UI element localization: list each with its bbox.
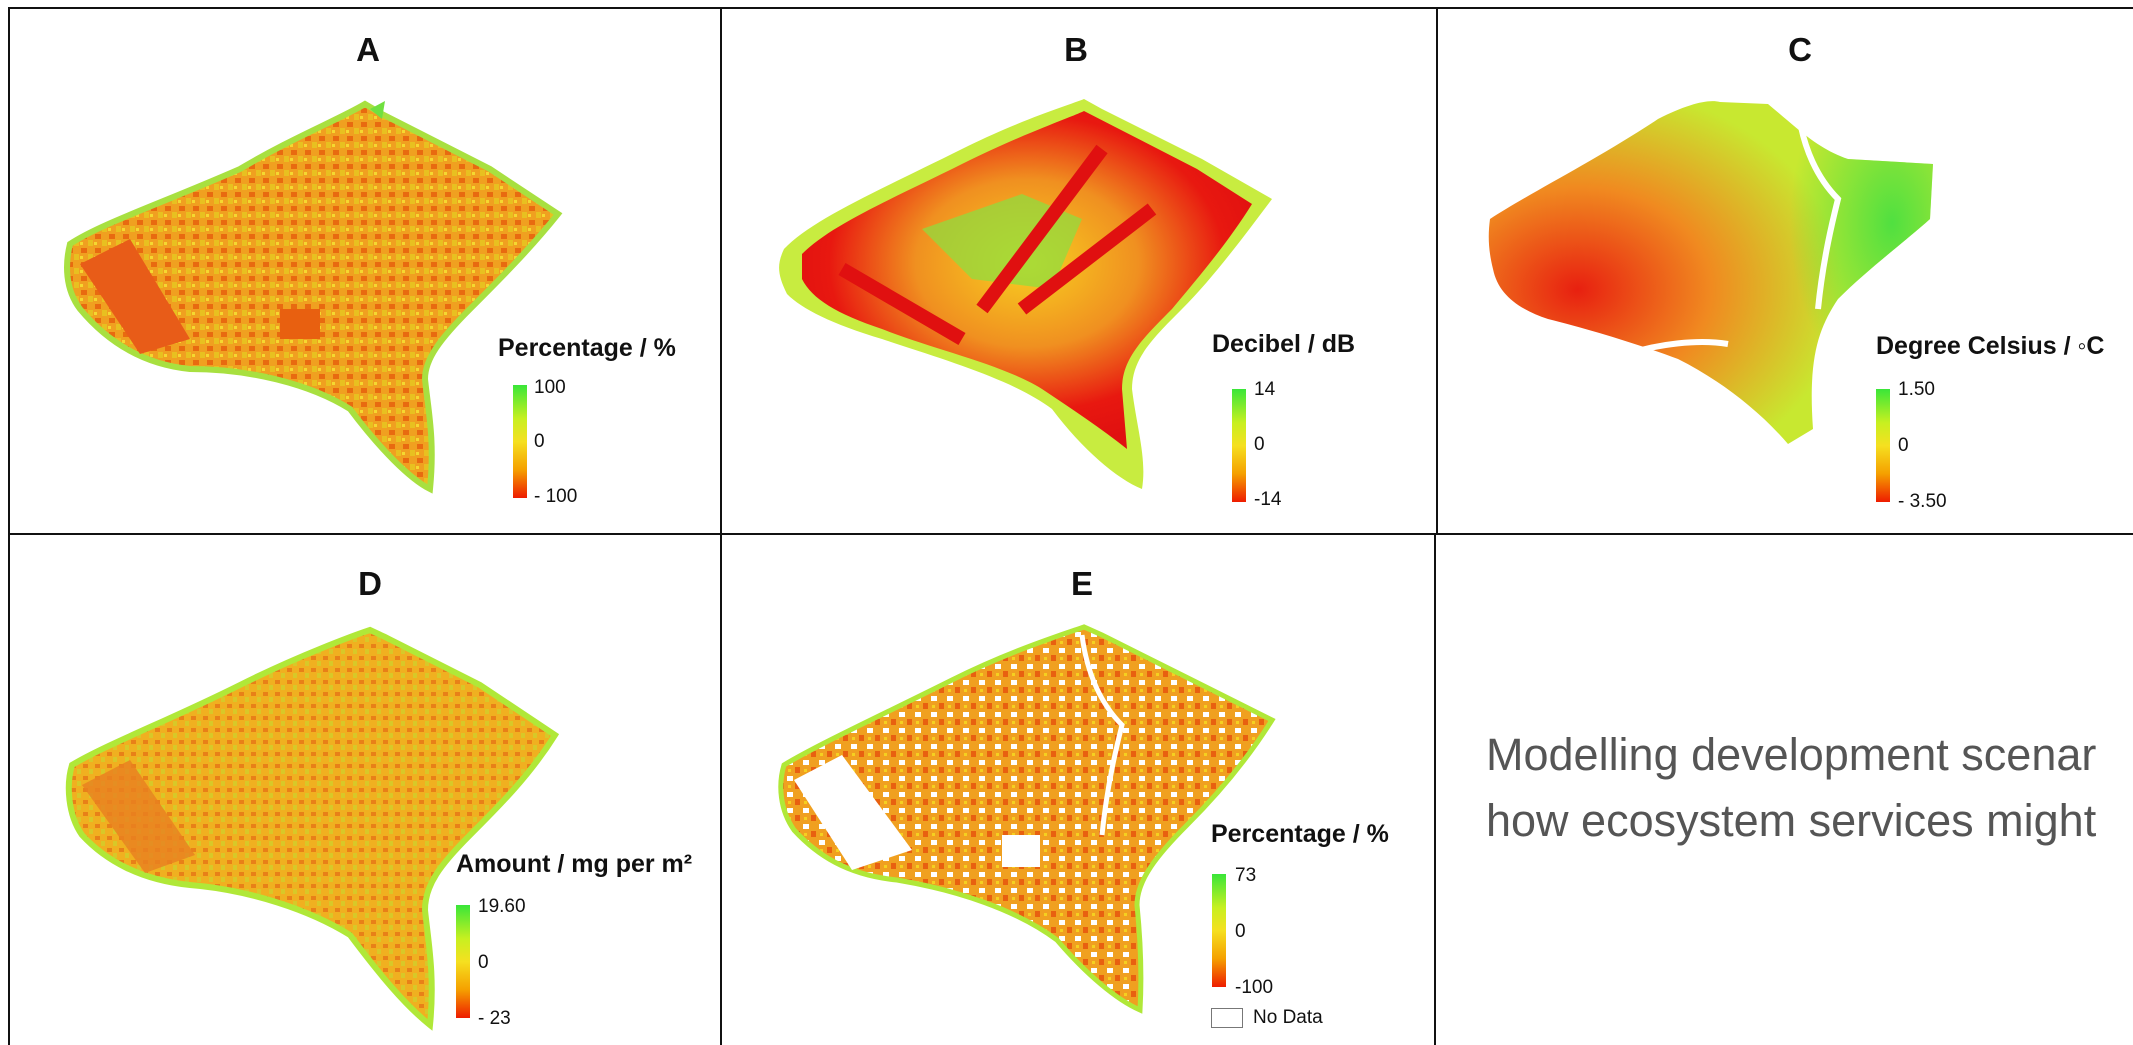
row-divider [8,533,2133,535]
legend-max: 73 [1235,865,1257,886]
legend-mid: 0 [1254,434,1265,455]
legend-max: 14 [1254,379,1276,400]
panel-letter: A [356,31,380,68]
panel-b: B Decibel / dB 14 0 -14 [722,9,1436,533]
legend-max: 100 [534,377,566,398]
map-d [65,626,560,1031]
legend-title: Amount / mg per m² [456,850,693,878]
panel-c: C Degree Celsius / ◦C 1.50 0 - 3.50 [1438,9,2133,533]
map-c [1488,101,1933,444]
panel-a: A Percentage / % 100 0 - 100 [10,9,720,533]
panel-d: D Amount / mg per m² 19.60 0 - 23 [10,535,720,1045]
column-divider-2-bottom [1434,533,1436,1045]
legend-title: Percentage / % [498,334,676,362]
figure-frame [8,7,2133,1045]
legend-mid: 0 [1235,921,1246,942]
legend-nodata: No Data [1253,1007,1323,1028]
panel-letter: C [1788,31,1812,68]
legend-title: Decibel / dB [1212,330,1356,358]
legend-min: -100 [1235,977,1274,998]
legend-mid: 0 [534,431,545,452]
legend-title: Degree Celsius / ◦C [1876,332,2105,360]
nodata-swatch [1211,1008,1243,1028]
caption-line-2: how ecosystem services might [1486,795,2097,846]
panel-letter: D [358,565,382,602]
map-e [778,624,1276,1014]
legend-min: - 3.50 [1898,491,1947,512]
legend-max: 1.50 [1898,379,1935,400]
legend-title: Percentage / % [1211,820,1389,848]
legend-min: - 100 [534,486,578,507]
legend-mid: 0 [478,952,489,973]
legend-mid: 0 [1898,435,1909,456]
legend-colorbar [456,905,470,1018]
legend-min: -14 [1254,489,1282,510]
column-divider-1 [720,7,722,1045]
caption-line-1: Modelling development scenar [1486,729,2097,780]
legend-colorbar [513,385,527,498]
panel-e: E Percentage / % 73 0 -100 No Data [722,535,1434,1045]
map-b [779,99,1272,489]
legend-colorbar [1232,389,1246,502]
panel-letter: E [1070,565,1094,602]
caption: Modelling development scenar how ecosyst… [1486,722,2096,854]
legend-max: 19.60 [478,896,526,917]
map-a [64,100,563,494]
column-divider-2-top [1436,7,1438,535]
legend-colorbar [1212,874,1226,987]
panel-letter: B [1064,31,1088,68]
legend-colorbar [1876,389,1890,502]
legend-min: - 23 [478,1008,511,1029]
